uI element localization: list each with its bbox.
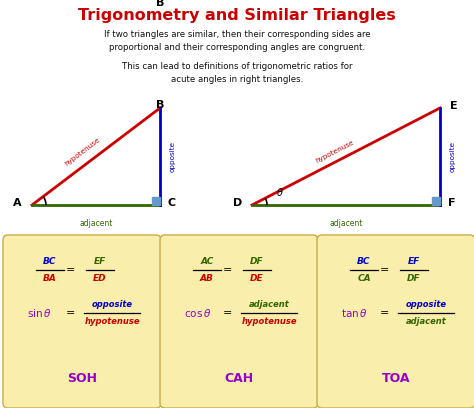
Text: BC: BC bbox=[357, 257, 371, 266]
Text: TOA: TOA bbox=[382, 372, 410, 384]
Text: B: B bbox=[156, 100, 164, 110]
Text: B: B bbox=[156, 0, 164, 8]
Text: CAH: CAH bbox=[224, 372, 254, 384]
Text: AB: AB bbox=[200, 274, 214, 283]
Text: BC: BC bbox=[43, 257, 57, 266]
Text: adjacent: adjacent bbox=[79, 219, 113, 228]
Polygon shape bbox=[432, 197, 440, 205]
Text: opposite: opposite bbox=[170, 141, 176, 172]
Text: adjacent: adjacent bbox=[249, 300, 289, 309]
Polygon shape bbox=[152, 197, 160, 205]
Text: $\tan\theta$: $\tan\theta$ bbox=[341, 307, 368, 319]
Text: SOH: SOH bbox=[67, 372, 97, 384]
Text: C: C bbox=[168, 198, 176, 208]
Text: Trigonometry and Similar Triangles: Trigonometry and Similar Triangles bbox=[78, 8, 396, 23]
Text: hypotenuse: hypotenuse bbox=[64, 137, 101, 167]
Text: CA: CA bbox=[357, 274, 371, 283]
Text: $\cos\theta$: $\cos\theta$ bbox=[184, 307, 211, 319]
Text: =: = bbox=[223, 308, 232, 318]
Text: ED: ED bbox=[93, 274, 107, 283]
Text: =: = bbox=[66, 308, 75, 318]
Text: EF: EF bbox=[408, 257, 420, 266]
Text: DF: DF bbox=[250, 257, 264, 266]
Text: This can lead to definitions of trigonometric ratios for
acute angles in right t: This can lead to definitions of trigonom… bbox=[122, 62, 352, 84]
Text: $\theta$: $\theta$ bbox=[276, 186, 284, 198]
Text: BA: BA bbox=[43, 274, 57, 283]
Text: =: = bbox=[66, 265, 76, 275]
Text: DE: DE bbox=[250, 274, 264, 283]
Text: A: A bbox=[13, 198, 22, 208]
Text: adjacent: adjacent bbox=[406, 317, 447, 326]
Text: D: D bbox=[233, 198, 242, 208]
FancyBboxPatch shape bbox=[3, 235, 161, 408]
Text: adjacent: adjacent bbox=[329, 219, 363, 228]
Text: hypotenuse: hypotenuse bbox=[314, 140, 355, 164]
Text: opposite: opposite bbox=[91, 300, 133, 309]
Text: E: E bbox=[450, 101, 457, 111]
Text: hypotenuse: hypotenuse bbox=[241, 317, 297, 326]
Text: =: = bbox=[223, 265, 233, 275]
Text: If two triangles are similar, then their corresponding sides are
proportional an: If two triangles are similar, then their… bbox=[104, 30, 370, 51]
Text: hypotenuse: hypotenuse bbox=[84, 317, 140, 326]
Text: =: = bbox=[380, 265, 390, 275]
Text: =: = bbox=[380, 308, 389, 318]
Text: DF: DF bbox=[407, 274, 421, 283]
Text: EF: EF bbox=[94, 257, 106, 266]
Text: F: F bbox=[448, 198, 456, 208]
Text: opposite: opposite bbox=[405, 300, 447, 309]
Text: AC: AC bbox=[201, 257, 214, 266]
Text: opposite: opposite bbox=[450, 141, 456, 172]
FancyBboxPatch shape bbox=[317, 235, 474, 408]
FancyBboxPatch shape bbox=[160, 235, 318, 408]
Text: $\sin\theta$: $\sin\theta$ bbox=[27, 307, 52, 319]
